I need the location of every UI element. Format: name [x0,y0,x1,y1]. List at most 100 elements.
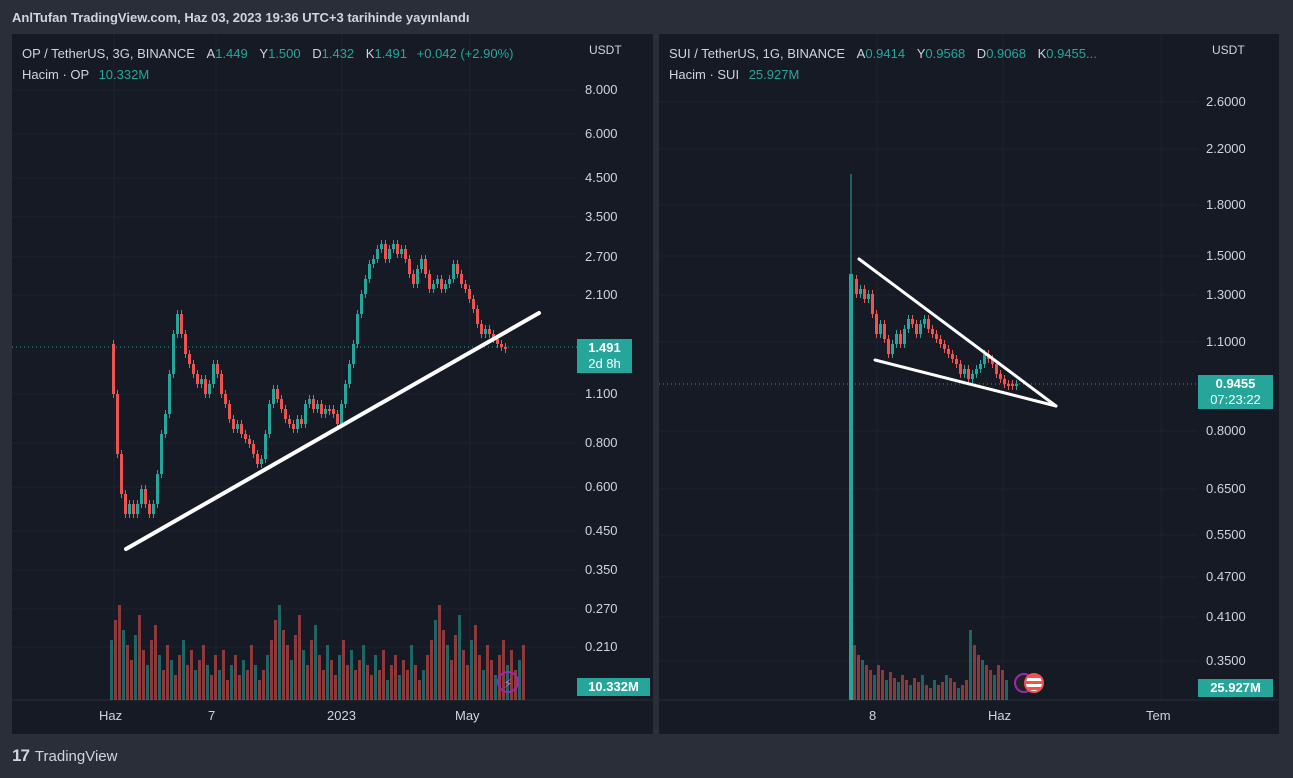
candle-body [352,344,355,364]
candle-body [975,369,978,374]
volume-bar [402,660,405,700]
volume-label[interactable]: Hacim · SUI [669,67,740,82]
volume-bar [869,670,872,700]
trend-line-upper [857,257,1058,408]
chart-canvas-op[interactable] [12,34,653,734]
volume-bar [490,660,493,700]
volume-bar [945,675,948,700]
time-tick-label: 8 [869,708,877,723]
volume-value: 10.332M [98,67,150,82]
ohlc-low: D1.432 [312,46,355,61]
us-flag-icon[interactable] [1024,673,1044,693]
candle-body [971,374,974,379]
candle-body [268,404,271,434]
candle-body [927,319,930,329]
candle-body [416,269,419,284]
candle-body [148,504,151,514]
volume-bar [434,620,437,700]
time-tick-label: Tem [1146,708,1171,723]
candle-body [324,409,327,414]
volume-bar [965,680,968,700]
tradingview-footer[interactable]: 17 TradingView [12,746,117,766]
volume-bar [853,645,856,700]
volume-bar [390,665,393,700]
candle-body [464,284,467,289]
candle-body [232,419,235,429]
candle-body [991,359,994,364]
volume-bar [170,660,173,700]
volume-bar [366,665,369,700]
volume-bar [470,640,473,700]
volume-bar [202,645,205,700]
chart-panel-sui[interactable]: SUI / TetherUS, 1G, BINANCE A0.9414 Y0.9… [659,34,1279,734]
volume-bar [182,640,185,700]
candle-body [935,334,938,339]
volume-bar [178,655,181,700]
candle-body [444,284,447,289]
chart-canvas-sui[interactable] [659,34,1279,734]
candle-body [500,344,503,347]
price-tick-label: 0.270 [585,601,618,616]
volume-bar [997,665,1000,700]
volume-bar [302,650,305,700]
candle-body [236,424,239,429]
volume-bar [130,660,133,700]
brand-name: TradingView [34,747,118,765]
candle-body [284,409,287,419]
candle-body [915,324,918,334]
trend-line [124,311,541,551]
candle-body [368,264,371,279]
candle-body [196,374,199,384]
candle-body [871,294,874,314]
candle-body [180,314,183,334]
volume-bar [422,670,425,700]
candle-body [144,489,147,504]
volume-bar [502,640,505,700]
chart-panel-op[interactable]: OP / TetherUS, 3G, BINANCE A1.449 Y1.500… [12,34,653,734]
volume-bar [446,645,449,700]
candle-body [432,284,435,289]
volume-bar [338,655,341,700]
candle-body [452,264,455,279]
legend-symbol-row: SUI / TetherUS, 1G, BINANCE A0.9414 Y0.9… [669,46,1097,61]
candle-body [272,389,275,404]
candle-body [296,419,299,429]
volume-bar [342,640,345,700]
candle-body [160,434,163,474]
candle-body [316,404,319,409]
candle-body [855,279,858,294]
volume-bar [885,680,888,700]
volume-label[interactable]: Hacim · OP [22,67,89,82]
time-tick-label: May [455,708,480,723]
volume-bar [154,625,157,700]
lightning-icon[interactable]: ⚡ [497,671,519,693]
volume-bar [118,605,121,700]
candle-body [440,279,443,289]
volume-bar [913,678,916,700]
symbol-title[interactable]: OP / TetherUS, 3G, BINANCE [22,46,195,61]
candle-body [496,339,499,344]
volume-bar [210,675,213,700]
candle-body [484,329,487,334]
price-tick-label: 6.000 [585,126,618,141]
volume-bar [905,680,908,700]
volume-bar [861,660,864,700]
candle-body [999,374,1002,379]
price-tick-label: 0.5500 [1206,527,1246,542]
candle-body [380,244,383,249]
ohlc-low: D0.9068 [976,46,1026,61]
volume-value: 25.927M [748,67,800,82]
candle-body [1011,384,1014,386]
symbol-title[interactable]: SUI / TetherUS, 1G, BINANCE [669,46,846,61]
candle-body [200,379,203,384]
price-tick-label: 1.3000 [1206,287,1246,302]
candle-body [476,309,479,324]
volume-bar [230,665,233,700]
candle-body [308,399,311,404]
candle-body [152,504,155,514]
candle-body [911,319,914,324]
volume-bar [909,685,912,700]
volume-bar [322,670,325,700]
volume-bar [214,655,217,700]
ohlc-close: K0.9455... [1037,46,1097,61]
